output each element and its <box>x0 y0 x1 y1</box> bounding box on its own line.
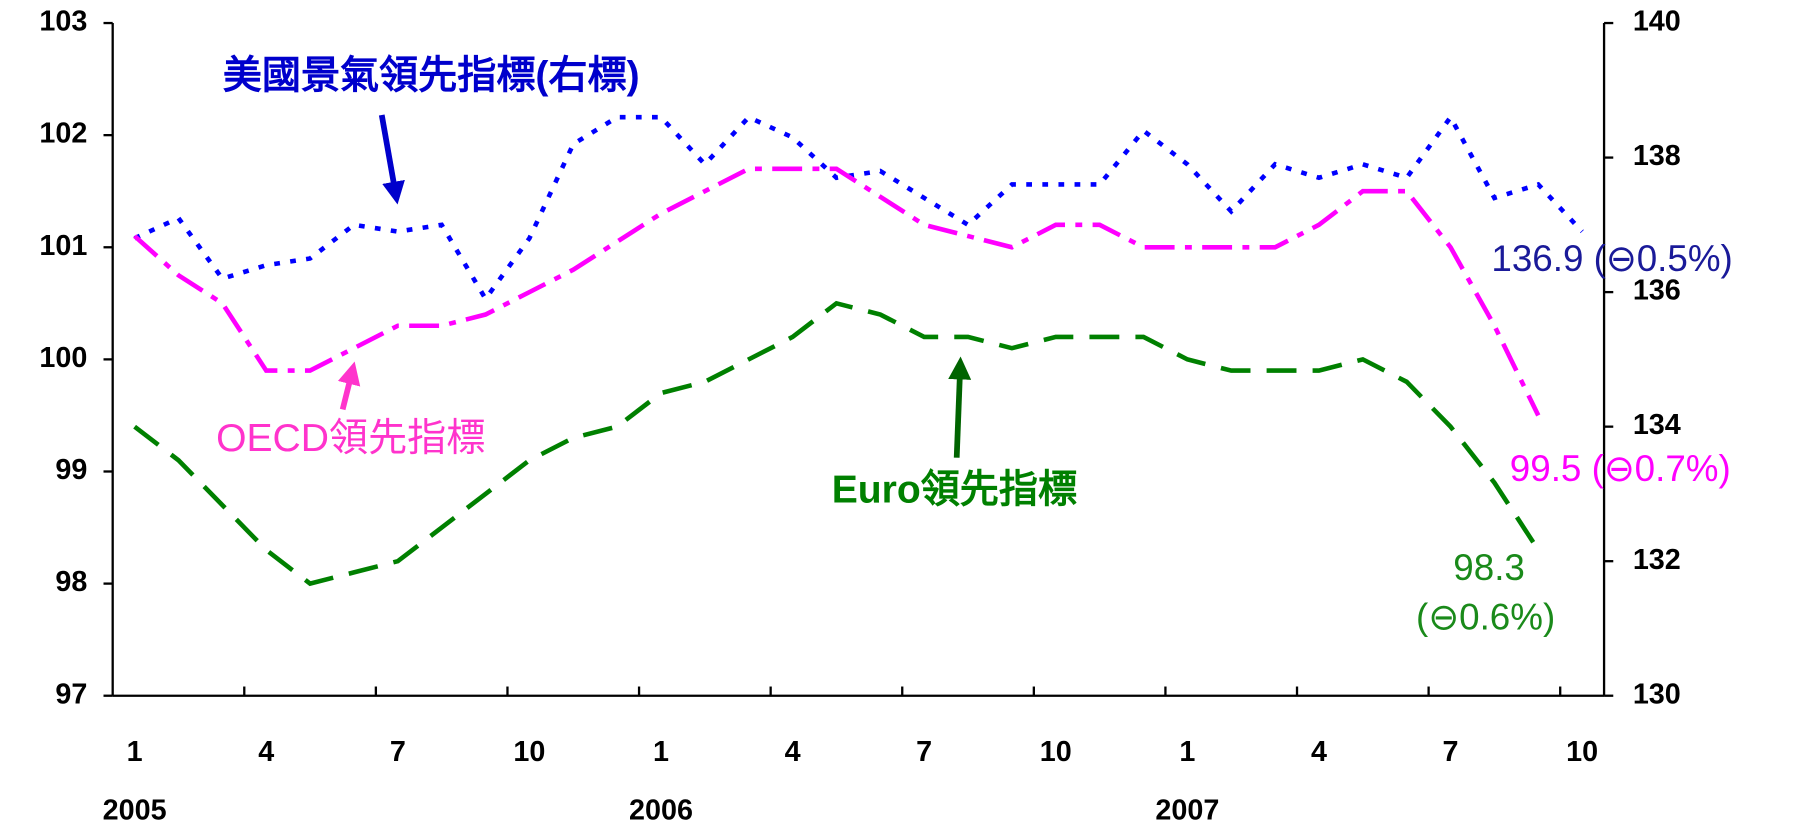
x-tick-label: 1 <box>127 736 143 768</box>
y-tick-label: 103 <box>39 6 87 38</box>
x-tick-label: 7 <box>390 736 406 768</box>
y2-tick-label: 136 <box>1633 275 1681 307</box>
y-tick-label: 97 <box>55 678 87 710</box>
x-tick-label: 1 <box>653 736 669 768</box>
y2-tick-label: 138 <box>1633 140 1681 172</box>
year-label: 2006 <box>629 794 693 826</box>
y-tick-label: 98 <box>55 566 87 598</box>
y2-tick-label: 140 <box>1633 6 1681 38</box>
x-tick-label: 10 <box>513 736 545 768</box>
y-tick-label: 101 <box>39 230 87 262</box>
series-label: OECD領先指標 <box>216 417 485 460</box>
year-label: 2005 <box>103 794 167 826</box>
arrow <box>948 356 972 458</box>
series-label: Euro領先指標 <box>832 468 1077 512</box>
end-label: 98.3 <box>1453 547 1525 588</box>
end-label: 136.9 (⊖0.5%) <box>1491 238 1732 279</box>
arrow <box>378 114 405 205</box>
y2-tick-label: 134 <box>1633 409 1681 441</box>
end-label: (⊖0.6%) <box>1416 597 1555 638</box>
x-tick-label: 4 <box>1311 736 1327 768</box>
series-label: 美國景氣領先指標(右標) <box>223 54 640 98</box>
x-tick-label: 7 <box>1443 736 1459 768</box>
series-line <box>133 112 1584 304</box>
arrow <box>337 361 361 411</box>
series-line <box>133 166 1541 417</box>
y2-tick-label: 132 <box>1633 544 1681 576</box>
y2-tick-label: 130 <box>1633 678 1681 710</box>
y-tick-label: 99 <box>55 454 87 486</box>
series-line <box>133 300 1541 587</box>
year-label: 2007 <box>1155 794 1219 826</box>
x-tick-label: 4 <box>785 736 801 768</box>
y-tick-label: 102 <box>39 118 87 150</box>
x-tick-label: 7 <box>916 736 932 768</box>
x-tick-label: 10 <box>1566 736 1598 768</box>
y-tick-label: 100 <box>39 342 87 374</box>
x-tick-label: 10 <box>1040 736 1072 768</box>
end-label: 99.5 (⊖0.7%) <box>1510 448 1731 489</box>
x-tick-label: 1 <box>1179 736 1195 768</box>
x-tick-label: 4 <box>258 736 274 768</box>
